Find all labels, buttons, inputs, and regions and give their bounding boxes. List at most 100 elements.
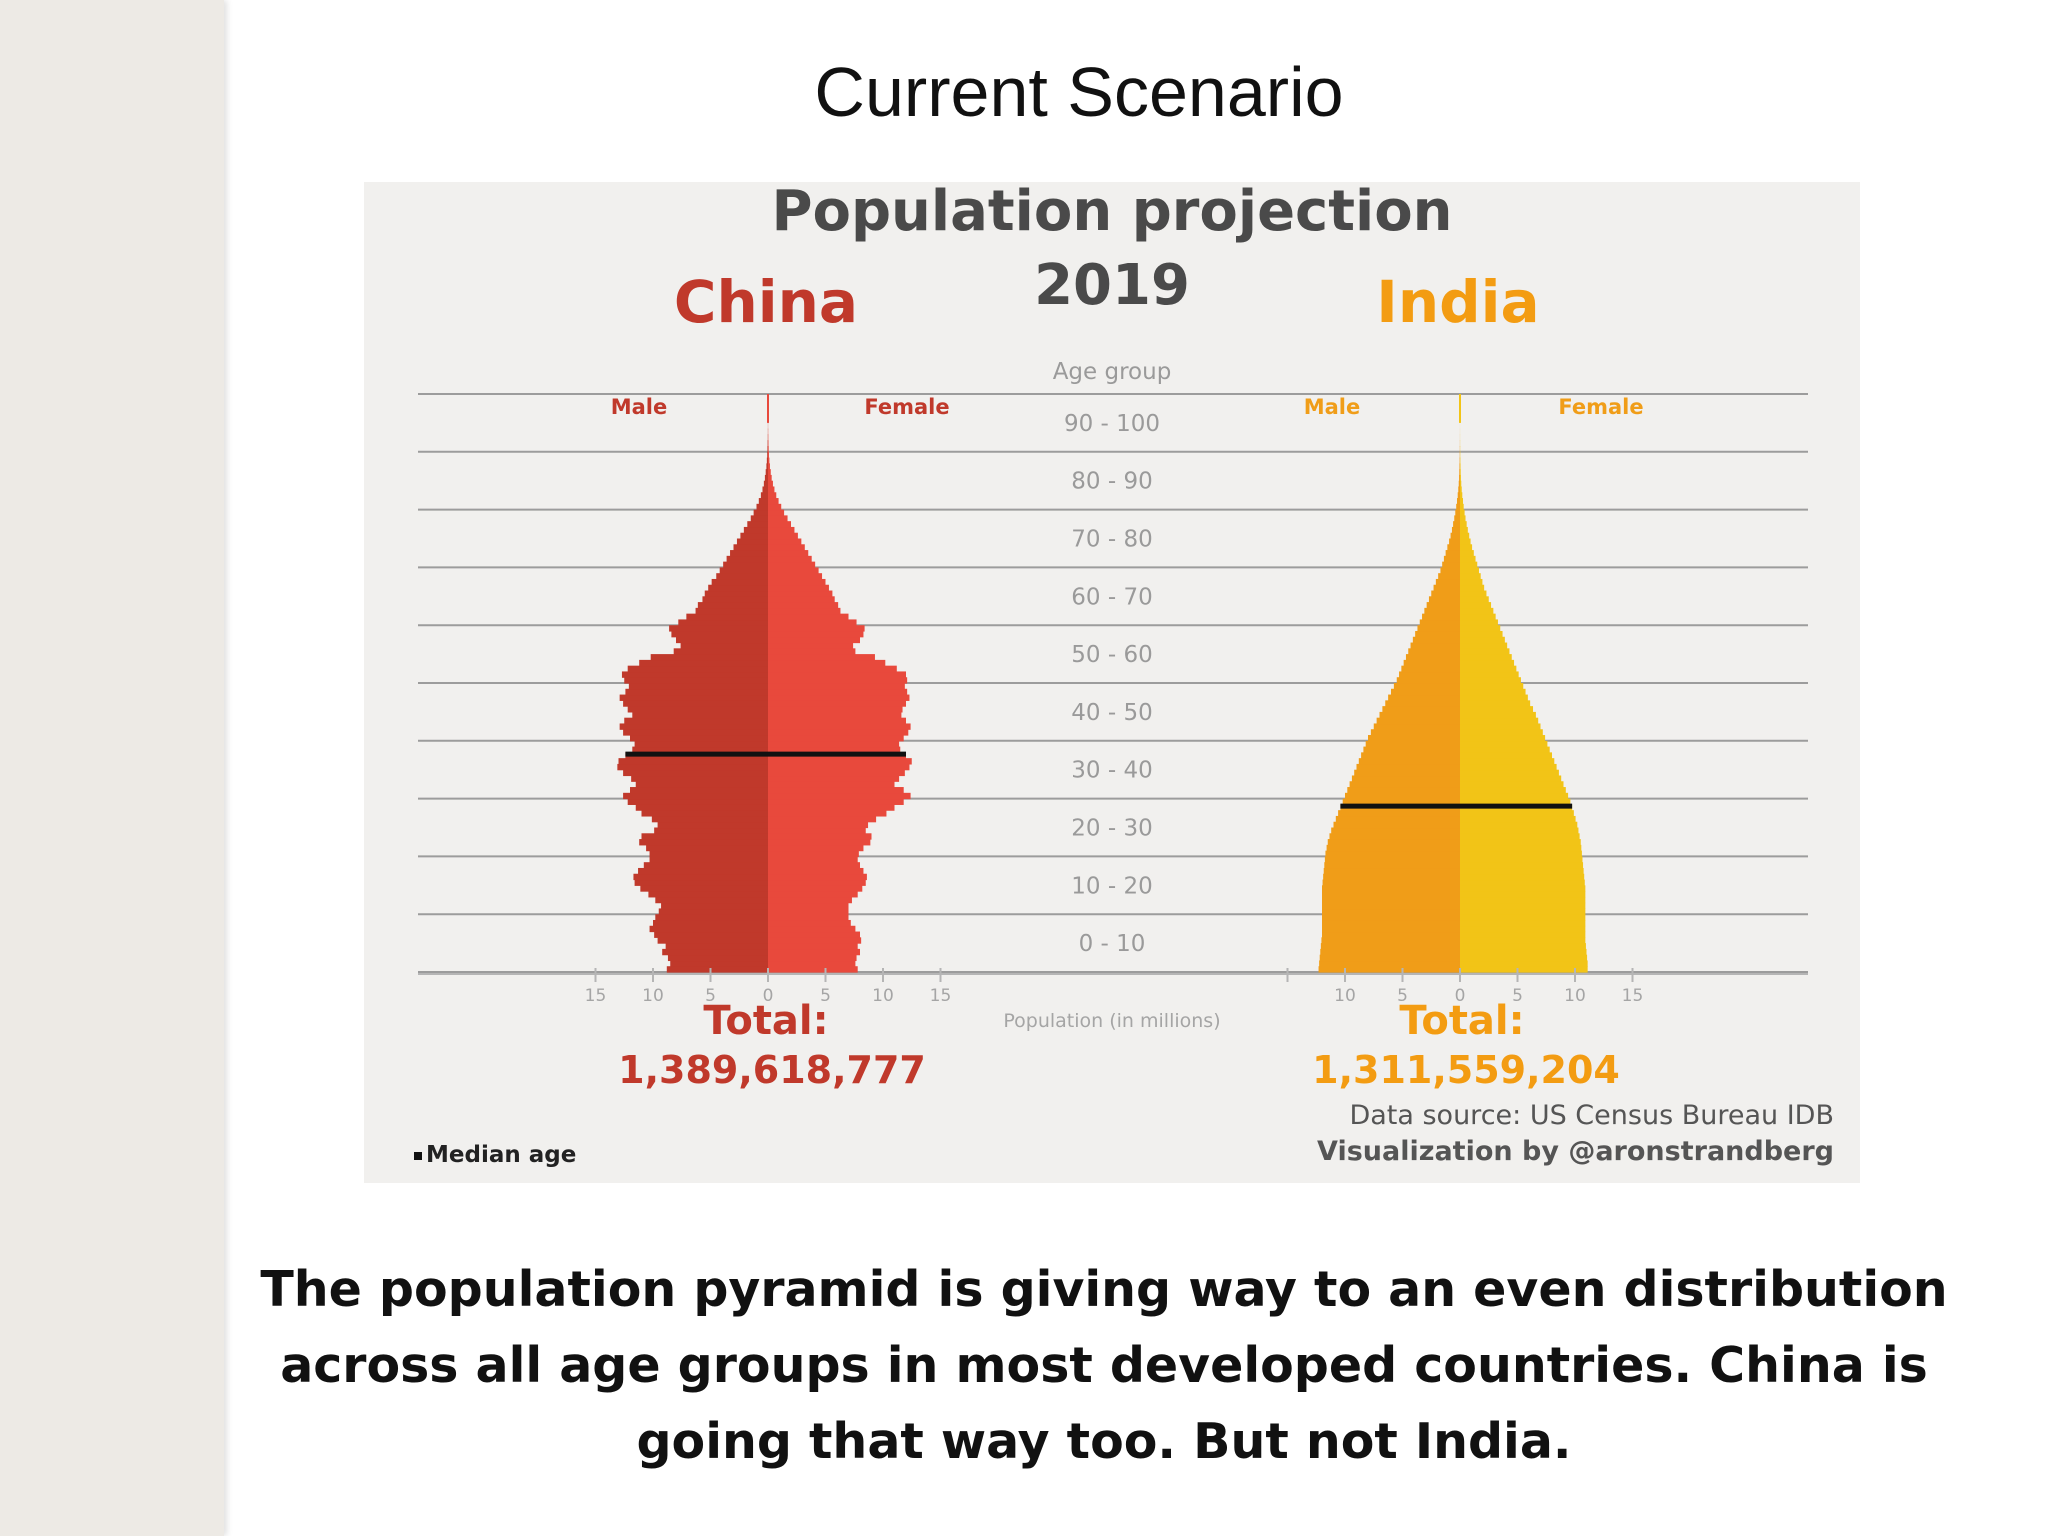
india-female-bar: [1460, 850, 1582, 857]
india-male-bar: [1325, 850, 1460, 857]
india-male-bar: [1393, 683, 1460, 690]
india-male-bar: [1401, 665, 1460, 673]
india-female-bar: [1460, 740, 1548, 748]
china-male-bar: [704, 590, 768, 597]
india-female-bar: [1460, 943, 1586, 950]
india-female-bar: [1460, 763, 1557, 771]
age-group-label: 70 - 80: [1071, 527, 1152, 553]
china-male-bar: [661, 902, 768, 910]
china-male-bar: [624, 677, 768, 684]
china-male-bar: [697, 602, 768, 609]
china-male-bar: [671, 630, 768, 638]
china-male-bar: [630, 787, 768, 794]
india-male-bar: [1445, 550, 1460, 557]
china-male-bar: [750, 515, 768, 522]
india-female-bar: [1460, 879, 1585, 886]
india-female-bar: [1460, 521, 1467, 528]
india-male-bar: [1435, 578, 1460, 586]
india-female-bar: [1460, 885, 1586, 892]
india-male-bar: [1365, 740, 1460, 748]
china-male-bar: [763, 480, 768, 488]
age-group-label: 20 - 30: [1071, 816, 1152, 842]
india-male-bar: [1331, 827, 1460, 834]
india-total-value: 1,311,559,204: [1312, 1048, 1620, 1092]
india-female-bar: [1460, 503, 1464, 511]
china-female-bar: [768, 729, 909, 736]
china-male-bar: [730, 550, 768, 557]
india-male-bar: [1322, 925, 1460, 933]
india-total-label: Total:: [1399, 998, 1524, 1044]
china-female-bar: [768, 885, 863, 892]
china-male-bar: [767, 451, 768, 459]
china-female-bar: [768, 867, 864, 875]
china-female-bar: [768, 596, 835, 603]
china-male-bar: [716, 573, 768, 580]
median-legend-label: Median age: [426, 1142, 576, 1168]
india-female-bar: [1460, 787, 1566, 794]
china-female-bar: [768, 879, 866, 886]
india-male-bar: [1424, 607, 1460, 615]
india-female-bar: [1460, 561, 1478, 568]
china-male-bar: [633, 873, 768, 881]
china-male-bar: [765, 469, 768, 476]
india-female-bar: [1460, 532, 1470, 540]
china-male-bar: [708, 584, 768, 592]
china-male-bar: [762, 486, 768, 493]
china-female-bar: [768, 711, 902, 719]
india-female-bar: [1460, 480, 1462, 488]
india-male-bar: [1318, 966, 1460, 973]
china-male-bar: [619, 694, 768, 701]
population-pyramid-chart: 15 10 5 0 5 10 15 10 5 0 5 10 15 0 - 10 10 - 20 20 - 3…: [414, 182, 1834, 1168]
india-female-bar: [1460, 625, 1501, 632]
china-female-bar: [768, 625, 865, 632]
age-group-label: 40 - 50: [1071, 700, 1152, 726]
chart-subtitle: 2019: [1034, 253, 1190, 318]
china-male-bar: [657, 821, 768, 829]
india-female-bar: [1460, 752, 1552, 759]
india-panel-title: India: [1376, 268, 1539, 336]
china-total-label: Total:: [703, 998, 828, 1044]
india-female-bar: [1460, 665, 1517, 673]
india-female-bar: [1460, 896, 1586, 904]
india-male-bar: [1322, 885, 1460, 892]
x-tick-label: 5: [820, 986, 831, 1006]
china-female-bar: [768, 654, 875, 661]
china-male-bar: [680, 642, 768, 649]
india-female-bar: [1460, 515, 1466, 522]
india-male-bar: [1459, 463, 1460, 470]
india-male-bar: [1319, 954, 1460, 962]
india-male-bar: [1422, 613, 1460, 621]
china-male-bar: [767, 446, 768, 453]
india-female-bar: [1460, 619, 1498, 626]
india-female-bar: [1460, 550, 1474, 557]
india-female-bar: [1460, 567, 1479, 574]
india-male-bar: [1329, 833, 1460, 840]
china-female-bar: [768, 486, 775, 493]
china-male-bar: [632, 711, 768, 719]
india-male-bar: [1335, 815, 1460, 823]
china-female-bar: [768, 636, 860, 644]
india-female-bar: [1460, 607, 1494, 615]
india-female-bar: [1460, 555, 1476, 563]
india-female-bar: [1460, 954, 1588, 962]
india-male-bar: [1322, 931, 1460, 938]
china-female-bar: [768, 925, 856, 933]
india-female-bar: [1460, 815, 1576, 823]
china-female-bar: [768, 706, 903, 713]
china-female-bar: [768, 827, 866, 834]
x-tick-label: 5: [1397, 986, 1408, 1006]
china-female-bar: [768, 815, 877, 823]
india-female-bar: [1460, 677, 1521, 684]
india-male-bar: [1403, 659, 1460, 667]
india-female-bar: [1460, 746, 1550, 753]
china-male-bar: [625, 688, 768, 696]
china-female-bar: [768, 550, 809, 557]
india-female-bar: [1460, 590, 1487, 597]
china-female-bar: [768, 671, 906, 678]
median-lines: [625, 751, 1573, 809]
india-female-bar: [1460, 544, 1473, 551]
x-axes: 15 10 5 0 5 10 15 10 5 0 5 10 15: [418, 968, 1808, 1006]
china-male-bar: [766, 457, 768, 464]
chart-title: Population projection: [771, 182, 1452, 244]
china-female-bar: [768, 891, 858, 898]
